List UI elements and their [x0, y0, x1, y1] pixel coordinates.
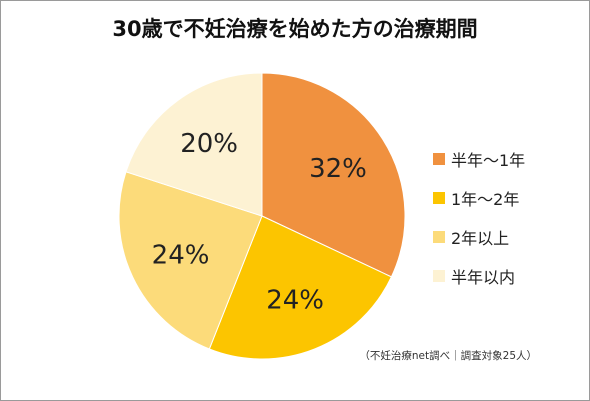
legend-swatch-3	[433, 270, 445, 282]
legend-item-0: 半年～1年	[433, 149, 526, 170]
slice-label-1: 24%	[266, 286, 324, 316]
chart-title: 30歳で不妊治療を始めた方の治療期間	[112, 17, 478, 41]
slice-label-0: 32%	[309, 154, 367, 184]
source-note: （不妊治療net調べ｜調査対象25人）	[359, 350, 537, 362]
legend: 半年～1年 1年～2年 2年以上 半年以内	[433, 149, 525, 305]
pie-slice-2	[118, 171, 263, 350]
slice-label-2: 24%	[152, 240, 210, 270]
legend-label-0: 半年～1年	[451, 151, 526, 170]
legend-item-2: 2年以上	[433, 227, 525, 248]
legend-label-1: 1年～2年	[451, 190, 520, 209]
legend-swatch-0	[433, 153, 445, 165]
legend-swatch-2	[433, 231, 445, 243]
pie-slice-1	[208, 215, 393, 360]
pie-slice-3	[125, 72, 263, 217]
pie-slice-0	[261, 72, 406, 278]
legend-swatch-1	[433, 192, 445, 204]
legend-item-1: 1年～2年	[433, 188, 525, 209]
legend-label-2: 2年以上	[451, 229, 510, 248]
slice-label-3: 20%	[180, 129, 238, 159]
legend-item-3: 半年以内	[433, 266, 525, 287]
legend-label-3: 半年以内	[451, 268, 516, 287]
